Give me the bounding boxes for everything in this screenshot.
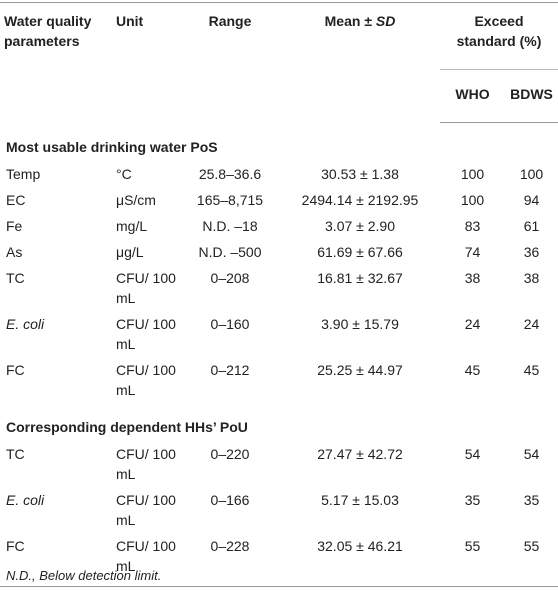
cell: 5.17 ± 15.03 bbox=[321, 492, 399, 508]
cell: CFU/ 100 mL bbox=[116, 362, 176, 398]
header-cell: Exceed standard (%) bbox=[440, 2, 558, 70]
cell: Fe bbox=[6, 218, 23, 234]
cell: 30.53 ± 1.38 bbox=[321, 166, 399, 182]
cell: 55 bbox=[440, 533, 505, 587]
cell: N.D. –500 bbox=[198, 244, 262, 260]
cell: 94 bbox=[523, 192, 540, 208]
cell: 61.69 ± 67.66 bbox=[317, 244, 403, 260]
header-text: Mean ± bbox=[324, 13, 372, 29]
cell: 3.90 ± 15.79 bbox=[321, 316, 399, 332]
cell: °C bbox=[116, 166, 132, 182]
cell: 38 bbox=[523, 270, 540, 286]
cell: 0–160 bbox=[210, 316, 250, 332]
cell: N.D. –18 bbox=[202, 218, 258, 234]
cell: 16.81 ± 32.67 bbox=[317, 270, 403, 286]
cell: 35 bbox=[523, 492, 540, 508]
header-cell: Mean ± SD bbox=[280, 2, 440, 123]
cell: 25.8–36.6 bbox=[198, 166, 262, 182]
data-row: E. coli CFU/ 100 mL 0–160 3.90 ± 15.79 24 24 bbox=[0, 311, 558, 357]
cell: FC bbox=[6, 362, 25, 378]
cell: FC bbox=[0, 533, 112, 587]
cell: 32.05 ± 46.21 bbox=[280, 533, 440, 587]
cell: CFU/ 100 mL bbox=[116, 446, 176, 482]
cell: CFU/ 100 mL bbox=[116, 492, 176, 528]
header-cell: Water quality parameters bbox=[0, 2, 112, 123]
cell: 61 bbox=[523, 218, 540, 234]
data-row: Fe mg/L N.D. –18 3.07 ± 2.90 83 61 bbox=[0, 213, 558, 239]
cell: 45 bbox=[523, 362, 540, 378]
cell: 0–228 bbox=[180, 533, 280, 587]
cell: 25.25 ± 44.97 bbox=[317, 362, 403, 378]
cell: 100 bbox=[460, 192, 485, 208]
cell: 100 bbox=[460, 166, 485, 182]
cell: As bbox=[6, 244, 23, 260]
data-row: As μg/L N.D. –500 61.69 ± 67.66 74 36 bbox=[0, 239, 558, 265]
cell: 100 bbox=[519, 166, 544, 182]
cell: CFU/ 100 mL bbox=[116, 270, 176, 306]
cell: EC bbox=[6, 192, 26, 208]
footnote: N.D., Below detection limit. bbox=[6, 568, 162, 583]
cell: TC bbox=[6, 270, 25, 286]
cell: 45 bbox=[464, 362, 481, 378]
cell: CFU/ 100 mL bbox=[116, 316, 176, 352]
section-title: Corresponding dependent HHs’ PoU bbox=[6, 419, 248, 435]
cell: 74 bbox=[464, 244, 481, 260]
cell: 24 bbox=[464, 316, 481, 332]
section-row: Corresponding dependent HHs’ PoU bbox=[0, 403, 558, 441]
header-cell: BDWS bbox=[505, 69, 558, 123]
data-row: E. coli CFU/ 100 mL 0–166 5.17 ± 15.03 35 35 bbox=[0, 487, 558, 533]
table-body: Most usable drinking water PoS Temp °C 25.8… bbox=[0, 123, 558, 587]
cell: μS/cm bbox=[116, 192, 156, 208]
cell: Temp bbox=[6, 166, 41, 182]
section-title: Most usable drinking water PoS bbox=[6, 139, 218, 155]
cell: μg/L bbox=[116, 244, 144, 260]
data-row: TC CFU/ 100 mL 0–208 16.81 ± 32.67 38 38 bbox=[0, 265, 558, 311]
cell: CFU/ 100 mL bbox=[112, 533, 180, 587]
header-cell: Unit bbox=[112, 2, 180, 123]
cell: 0–166 bbox=[210, 492, 250, 508]
cell: 3.07 ± 2.90 bbox=[325, 218, 395, 234]
data-row: Temp °C 25.8–36.6 30.53 ± 1.38 100 100 bbox=[0, 161, 558, 187]
cell: TC bbox=[6, 446, 25, 462]
data-row: TC CFU/ 100 mL 0–220 27.47 ± 42.72 54 54 bbox=[0, 441, 558, 487]
cell: E. coli bbox=[6, 492, 45, 508]
cell: 0–208 bbox=[210, 270, 250, 286]
header-text: SD bbox=[375, 13, 396, 29]
cell: 35 bbox=[464, 492, 481, 508]
header-cell: WHO bbox=[440, 69, 505, 123]
cell: 38 bbox=[464, 270, 481, 286]
section-row: Most usable drinking water PoS bbox=[0, 123, 558, 162]
cell: mg/L bbox=[116, 218, 148, 234]
cell: 2494.14 ± 2192.95 bbox=[301, 192, 419, 208]
cell: E. coli bbox=[6, 316, 45, 332]
cell: 27.47 ± 42.72 bbox=[317, 446, 403, 462]
cell: 24 bbox=[523, 316, 540, 332]
data-row: FC CFU/ 100 mL 0–228 32.05 ± 46.21 55 55 bbox=[0, 533, 558, 587]
cell: 0–220 bbox=[210, 446, 250, 462]
cell: 54 bbox=[523, 446, 540, 462]
data-row: FC CFU/ 100 mL 0–212 25.25 ± 44.97 45 45 bbox=[0, 357, 558, 403]
cell: 165–8,715 bbox=[196, 192, 264, 208]
cell: 83 bbox=[464, 218, 481, 234]
data-row: EC μS/cm 165–8,715 2494.14 ± 2192.95 100 94 bbox=[0, 187, 558, 213]
header-cell: Range bbox=[180, 2, 280, 123]
cell: 36 bbox=[523, 244, 540, 260]
cell: 0–212 bbox=[210, 362, 250, 378]
cell: 54 bbox=[464, 446, 481, 462]
cell: 55 bbox=[505, 533, 558, 587]
